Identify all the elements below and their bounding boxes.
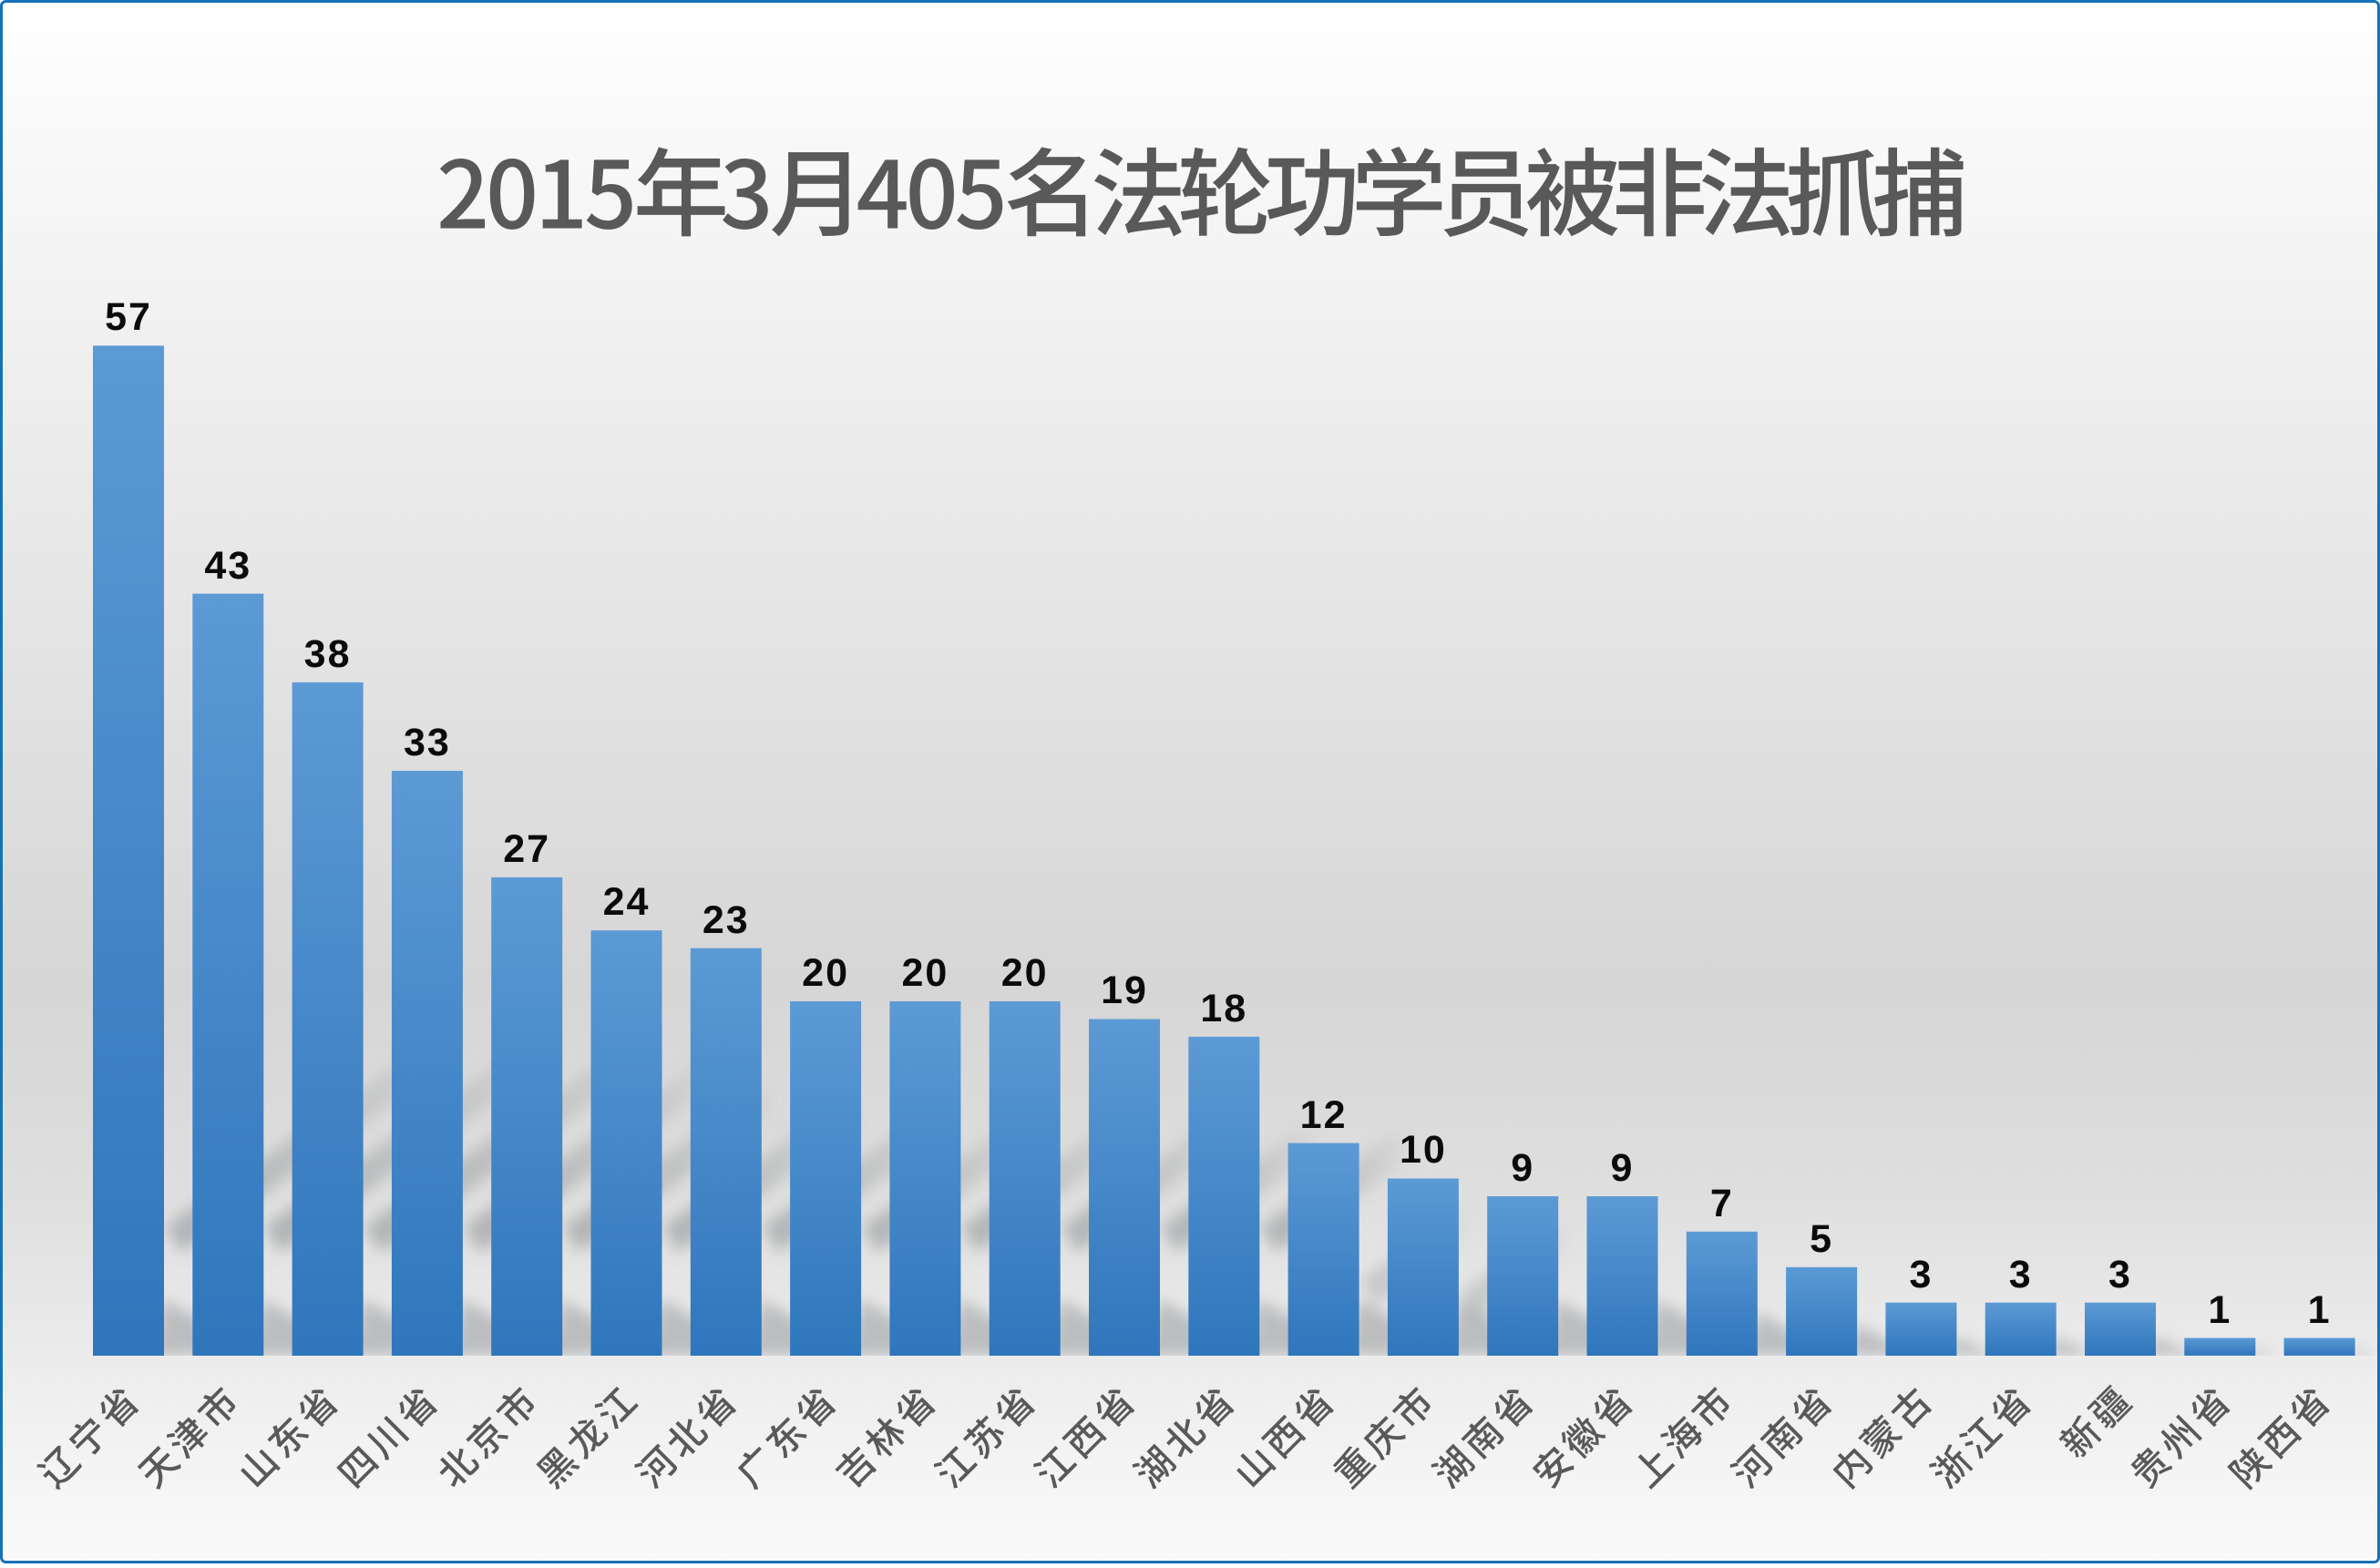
svg-text:18: 18: [1200, 987, 1247, 1030]
svg-text:3: 3: [2009, 1253, 2033, 1296]
svg-text:23: 23: [703, 898, 750, 942]
svg-text:7: 7: [1710, 1182, 1734, 1225]
svg-text:9: 9: [1511, 1146, 1534, 1190]
svg-text:19: 19: [1101, 968, 1148, 1012]
svg-text:3: 3: [2108, 1253, 2132, 1296]
svg-text:1: 1: [2308, 1288, 2332, 1332]
svg-text:12: 12: [1300, 1093, 1348, 1137]
svg-text:33: 33: [404, 721, 451, 764]
svg-text:3: 3: [1909, 1253, 1933, 1296]
svg-text:24: 24: [603, 880, 651, 924]
svg-text:5: 5: [1810, 1217, 1833, 1261]
svg-text:27: 27: [503, 827, 550, 871]
svg-text:1: 1: [2208, 1288, 2231, 1332]
svg-text:20: 20: [1001, 951, 1049, 995]
svg-text:57: 57: [105, 295, 152, 339]
svg-text:9: 9: [1611, 1146, 1635, 1190]
svg-text:38: 38: [304, 632, 352, 676]
svg-text:20: 20: [802, 951, 849, 995]
svg-text:10: 10: [1400, 1128, 1447, 1172]
svg-text:20: 20: [901, 951, 949, 995]
svg-text:43: 43: [204, 544, 251, 588]
